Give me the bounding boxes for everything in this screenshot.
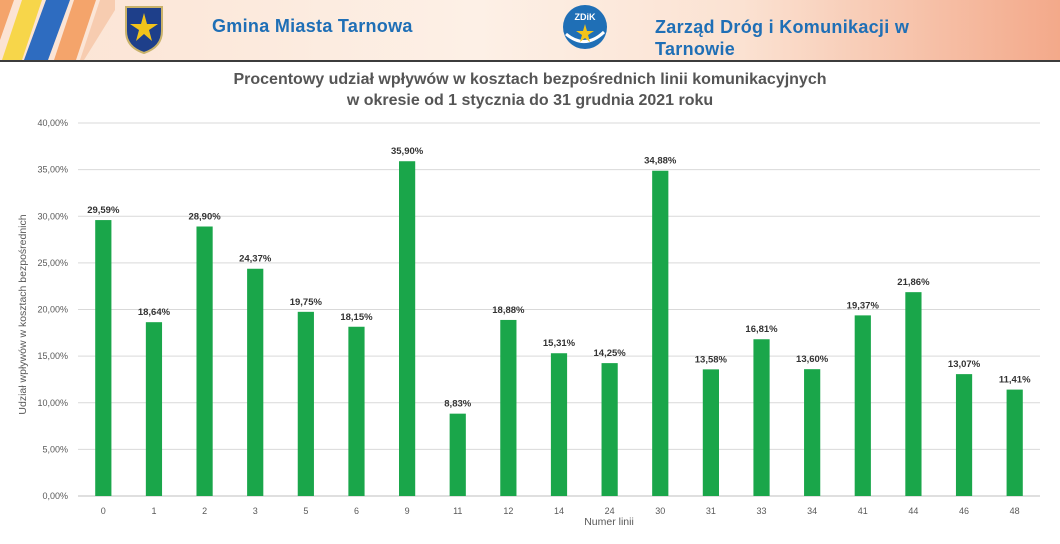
bar [854,315,871,496]
tarnow-coat-of-arms-icon [125,6,163,55]
data-label: 13,60% [796,354,829,365]
data-label: 24,37% [239,254,272,265]
bar [399,161,416,497]
header-banner: Gmina Miasta Tarnowa ZDiK Zarząd Dróg i … [0,0,1060,60]
x-tick-label: 11 [453,506,462,516]
data-label: 16,81% [745,324,778,335]
header-right-title: Zarząd Dróg i Komunikacji w Tarnowie [655,17,910,59]
decorative-stripes [0,0,115,60]
data-label: 13,58% [695,354,728,365]
y-axis-title: Udział wpływów w kosztach bezpośrednich [17,214,29,414]
bar [1006,389,1023,496]
x-axis-title: Numer linii [584,516,634,528]
bar [905,292,922,496]
x-tick-label: 2 [202,506,207,516]
data-label: 35,90% [391,146,424,157]
y-tick-label: 5,00% [42,444,68,454]
bar [348,326,365,496]
y-tick-label: 15,00% [37,351,68,361]
data-label: 13,07% [948,359,981,370]
x-tick-label: 5 [303,506,308,516]
x-tick-label: 44 [908,506,918,516]
x-tick-label: 3 [253,506,258,516]
data-label: 21,86% [897,277,930,288]
header-divider [0,60,1060,62]
y-tick-label: 35,00% [37,165,68,175]
bar [955,374,973,496]
y-tick-label: 40,00% [37,118,68,128]
x-tick-label: 34 [807,506,817,516]
data-label: 29,59% [87,205,120,216]
zdik-logo-icon: ZDiK [563,5,607,49]
y-tick-label: 30,00% [37,211,68,221]
bar [95,220,112,497]
chart-title-line2: w okresie od 1 stycznia do 31 grudnia 20… [346,92,714,109]
bar [601,363,618,496]
x-tick-label: 12 [503,506,513,516]
bar [449,413,466,496]
zdik-logo-text: ZDiK [575,12,596,22]
bar [297,311,314,496]
x-tick-label: 48 [1010,506,1020,516]
x-tick-label: 31 [706,506,716,516]
x-tick-label: 41 [858,506,868,516]
bar [550,353,568,496]
data-label: 11,41% [999,375,1031,386]
data-label: 28,90% [188,212,221,223]
data-label: 19,37% [847,300,880,311]
chart-title-line1: Procentowy udział wpływów w kosztach bez… [233,71,827,88]
bar [196,226,213,496]
y-tick-label: 10,00% [37,398,68,408]
y-tick-label: 0,00% [42,491,68,501]
x-tick-label: 24 [605,506,615,516]
y-tick-label: 25,00% [37,258,68,268]
bar [702,369,719,496]
data-label: 8,83% [444,399,471,410]
x-tick-label: 46 [959,506,969,516]
data-label: 14,25% [594,348,627,359]
data-label: 18,88% [492,305,525,316]
bar [500,319,517,496]
bar [145,322,163,496]
data-label: 18,64% [138,307,171,318]
bar [753,339,770,496]
x-tick-label: 1 [151,506,156,516]
data-label: 15,31% [543,338,576,349]
x-tick-label: 14 [554,506,564,516]
header-left-title: Gmina Miasta Tarnowa [212,16,413,36]
x-tick-label: 9 [405,506,410,516]
x-tick-label: 30 [655,506,665,516]
bar [247,268,264,496]
data-label: 18,15% [340,312,373,323]
bar [804,369,821,496]
data-label: 19,75% [290,297,323,308]
y-tick-label: 20,00% [37,305,68,315]
x-tick-label: 0 [101,506,106,516]
x-tick-label: 33 [757,506,767,516]
bar [652,170,669,496]
chart-title: Procentowy udział wpływów w kosztach bez… [140,69,920,111]
data-label: 34,88% [644,156,677,167]
x-tick-label: 6 [354,506,359,516]
